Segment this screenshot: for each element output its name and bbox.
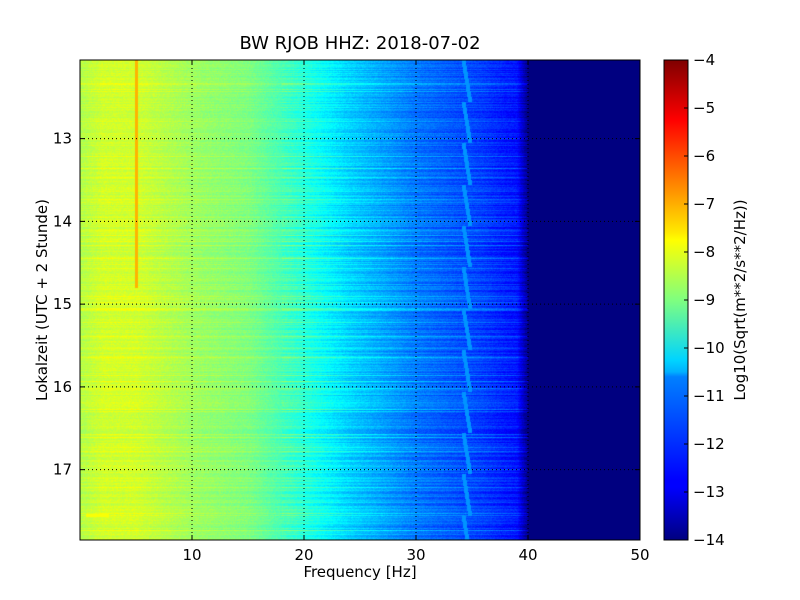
colorbar-tick-label: −13 xyxy=(693,483,725,501)
colorbar-tick-label: −10 xyxy=(693,339,725,357)
x-axis-label: Frequency [Hz] xyxy=(303,563,416,581)
x-axis-ticks: 10 20 30 40 50 xyxy=(182,60,650,564)
x-tick-label: 50 xyxy=(630,546,649,564)
y-tick-label: 14 xyxy=(53,212,72,230)
colorbar-tick-label: −11 xyxy=(693,387,725,405)
y-tick-label: 13 xyxy=(53,130,72,148)
colorbar-label: Log10(Sqrt(m**2/s**2/Hz)) xyxy=(731,199,749,400)
y-axis-ticks: 13 14 15 16 17 xyxy=(53,130,640,479)
chart-title: BW RJOB HHZ: 2018-07-02 xyxy=(239,33,480,54)
grid-lines xyxy=(80,60,640,540)
x-tick-label: 30 xyxy=(406,546,425,564)
colorbar-tick-label: −5 xyxy=(693,99,715,117)
y-tick-label: 16 xyxy=(53,378,72,396)
y-axis-label: Lokalzeit (UTC + 2 Stunde) xyxy=(33,199,51,401)
colorbar-tick-label: −9 xyxy=(693,291,715,309)
x-tick-label: 40 xyxy=(518,546,537,564)
plot-area: 10 20 30 40 50 13 14 15 16 17 xyxy=(53,59,650,564)
colorbar-tick-label: −7 xyxy=(693,195,715,213)
colorbar-tick-label: −14 xyxy=(693,531,725,549)
y-tick-label: 15 xyxy=(53,295,72,313)
colorbar-tick-label: −6 xyxy=(693,147,715,165)
colorbar-tick-label: −12 xyxy=(693,435,725,453)
x-tick-label: 20 xyxy=(294,546,313,564)
colorbar-tick-label: −8 xyxy=(693,243,715,261)
heatmap-image xyxy=(80,60,640,540)
plot-frame xyxy=(79,59,641,541)
colorbar: −4 −5 −6 −7 −8 −9 −10 −11 −12 −13 −14 Log10(Sqrt(m… xyxy=(663,51,749,549)
colorbar-tick-label: −4 xyxy=(693,51,715,69)
colorbar-ticks: −4 −5 −6 −7 −8 −9 −10 −11 −12 −13 −14 xyxy=(684,51,725,549)
y-tick-label: 17 xyxy=(53,461,72,479)
x-tick-label: 10 xyxy=(182,546,201,564)
